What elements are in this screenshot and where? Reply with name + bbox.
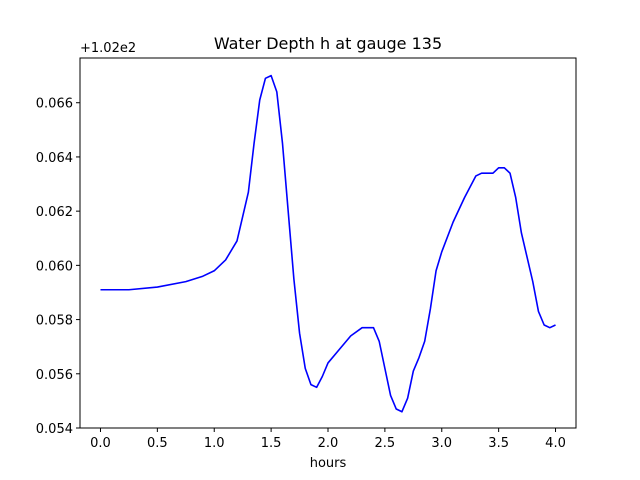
y-tick-label: 0.056: [36, 368, 73, 383]
x-tick-label: 1.5: [261, 436, 282, 451]
x-tick-label: 2.5: [375, 436, 396, 451]
x-tick-label: 4.0: [545, 436, 566, 451]
x-tick-label: 1.0: [204, 436, 225, 451]
y-tick-label: 0.058: [36, 314, 73, 329]
plot-area: 0.0 0.5 1.0 1.5 2.0 2.5 3.0 3.5 4.0 0.054 0.056 0.0…: [36, 57, 577, 451]
y-tick-label: 0.054: [36, 422, 73, 437]
x-tick-label: 0.5: [147, 436, 168, 451]
y-tick-label: 0.066: [36, 97, 73, 112]
x-tick-label: 3.5: [488, 436, 509, 451]
y-tick-label: 0.062: [36, 205, 73, 220]
chart-title: Water Depth h at gauge 135: [214, 34, 442, 53]
series-line-0: [100, 74, 556, 413]
y-tick-label: 0.060: [36, 259, 73, 274]
y-axis-offset-label: +1.02e2: [80, 41, 136, 56]
x-tick-label: 3.0: [431, 436, 452, 451]
y-tick-label: 0.064: [36, 151, 73, 166]
x-axis-label: hours: [310, 456, 347, 471]
x-tick-label: 0.0: [90, 436, 111, 451]
x-tick-label: 2.0: [318, 436, 339, 451]
